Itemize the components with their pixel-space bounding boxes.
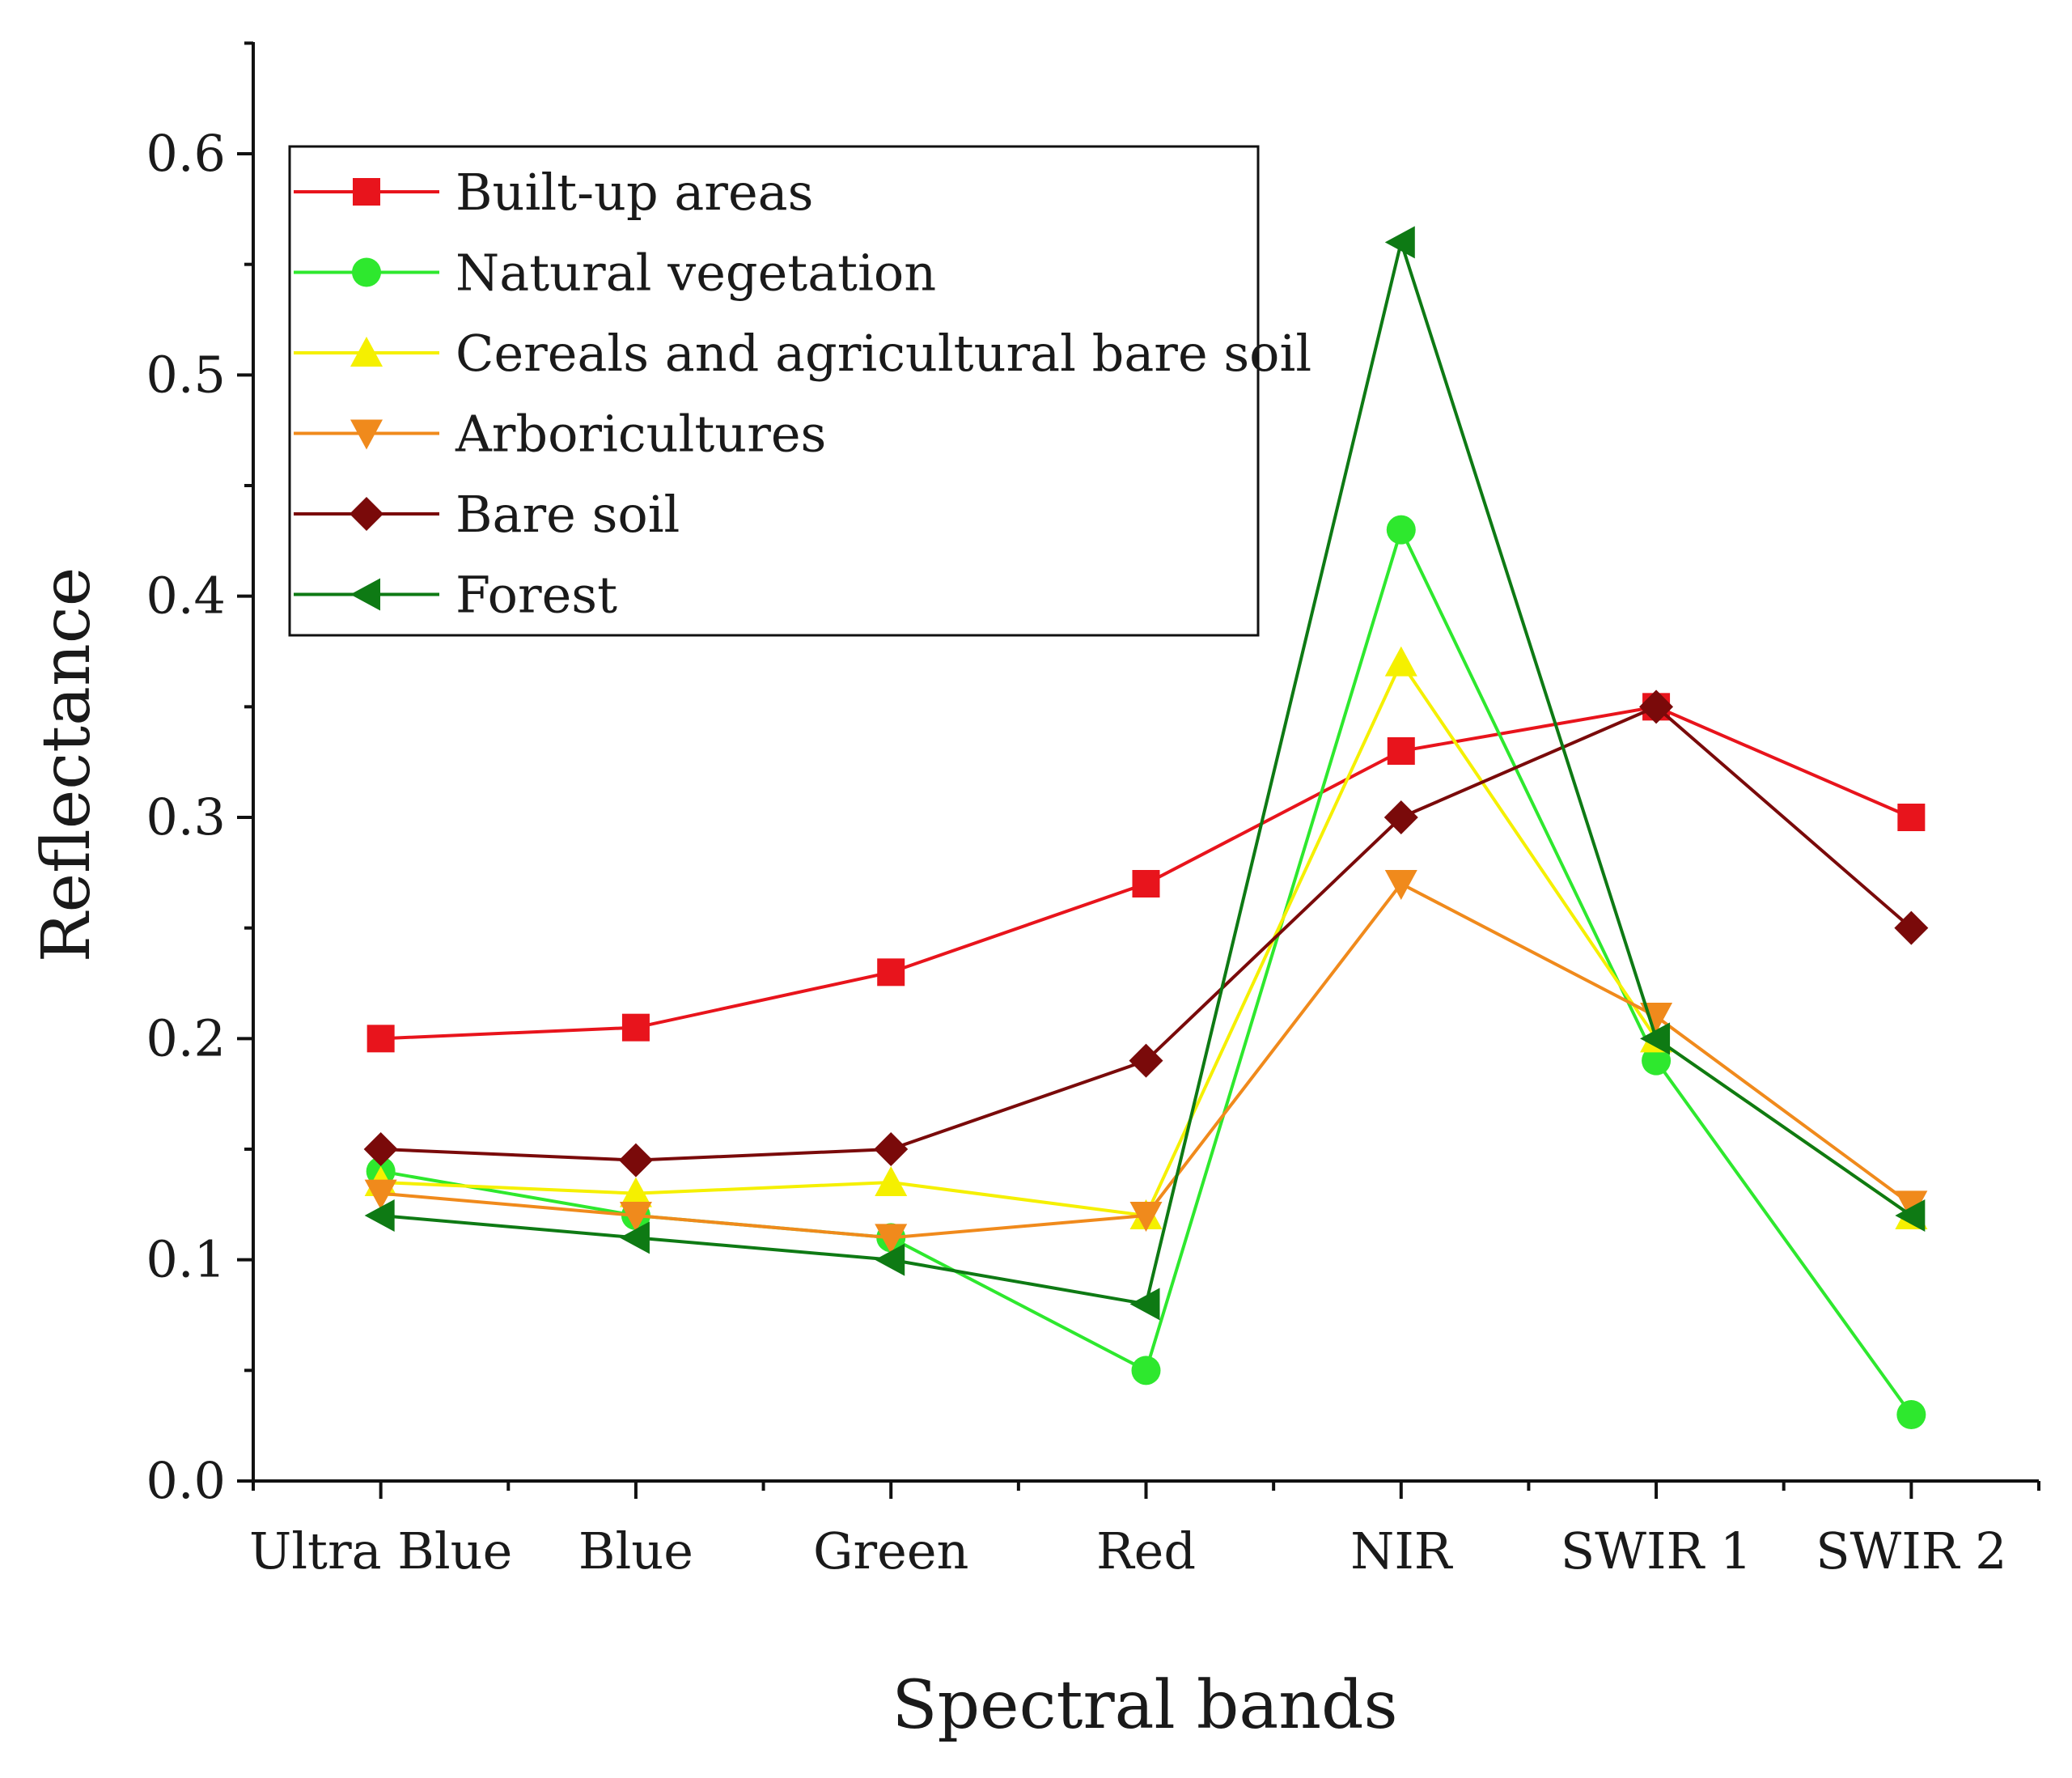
data-point [1129, 1043, 1163, 1078]
x-tick-label: Red [1096, 1521, 1196, 1581]
series-natural-vegetation [366, 515, 1926, 1429]
series-line [380, 659, 1913, 1218]
data-point [1897, 804, 1926, 831]
legend-entry: Arboricultures [294, 405, 826, 464]
data-point [618, 1143, 653, 1178]
data-point [877, 958, 905, 987]
data-point [1129, 1288, 1160, 1321]
data-point [619, 1177, 652, 1207]
x-tick-label: Blue [578, 1521, 693, 1581]
data-point [367, 1025, 395, 1053]
series-arboricultures [364, 870, 1928, 1254]
x-tick-label: Ultra Blue [249, 1521, 512, 1581]
series-line [380, 704, 1913, 1162]
data-point [1384, 646, 1417, 677]
series-built-up-areas [367, 693, 1926, 1053]
data-point [875, 1243, 905, 1276]
legend-label: Cereals and agricultural bare soil [456, 324, 1311, 383]
x-tick-label: Green [813, 1521, 968, 1581]
y-tick-label: 0.2 [146, 1008, 226, 1067]
axes: 0.0 0.1 0.2 0.3 0.4 0.5 0.6 Ultra Blue Blue Green… [146, 41, 2040, 1581]
y-axis-title: Reflectance [28, 567, 105, 963]
legend-marker [350, 419, 383, 450]
series-line [380, 525, 1913, 1416]
data-point [1384, 870, 1417, 900]
legend-entry: Natural vegetation [294, 244, 936, 303]
legend-entry: Forest [294, 566, 617, 625]
data-point [1129, 1202, 1163, 1232]
data-point [875, 1224, 908, 1254]
legend-label: Built-up areas [456, 163, 813, 222]
data-point [364, 1199, 395, 1232]
data-point [364, 1179, 397, 1210]
legend-entry: Cereals and agricultural bare soil [294, 324, 1311, 383]
legend-entry: Built-up areas [294, 163, 813, 222]
y-tick-label: 0.6 [146, 124, 226, 183]
series-cereals-and-agricultural-bare-soil [364, 646, 1928, 1229]
y-tick-label: 0.1 [146, 1230, 226, 1289]
x-tick-label: NIR [1350, 1521, 1454, 1581]
data-point [1131, 1356, 1161, 1385]
legend-marker [350, 337, 383, 367]
data-point [621, 1013, 650, 1042]
data-point [1642, 1046, 1672, 1076]
data-point [1895, 1190, 1928, 1221]
data-point [1386, 515, 1416, 545]
data-point [1383, 800, 1418, 834]
legend-entry: Bare soil [294, 485, 680, 544]
legend-box [288, 145, 1260, 637]
legend-label: Natural vegetation [456, 244, 936, 303]
series-forest [364, 226, 1926, 1321]
y-tick-label: 0.5 [146, 345, 226, 404]
data-point [1640, 1022, 1671, 1055]
legend-label: Arboricultures [455, 405, 826, 464]
series-bare-soil [363, 690, 1929, 1178]
x-axis-title: Spectral bands [892, 1667, 1397, 1744]
plot-area [363, 226, 1929, 1429]
legend-marker [353, 178, 380, 206]
data-point [1639, 690, 1674, 724]
data-point [874, 1132, 909, 1166]
data-point [875, 1166, 908, 1196]
data-point [1132, 870, 1160, 897]
data-point [1896, 1400, 1926, 1429]
data-point [1384, 226, 1415, 259]
legend-label: Forest [456, 566, 617, 625]
data-point [619, 1221, 650, 1254]
y-tick-label: 0.4 [146, 566, 226, 626]
y-tick-label: 0.3 [146, 787, 226, 847]
legend: Built-up areas Natural vegetation Cereals … [288, 145, 1311, 637]
data-point [1894, 910, 1929, 945]
legend-label: Bare soil [456, 485, 680, 544]
y-tick-label: 0.0 [146, 1451, 226, 1510]
x-tick-label: SWIR 2 [1816, 1521, 2007, 1581]
data-point [1387, 737, 1415, 765]
legend-marker [350, 497, 383, 531]
data-point [363, 1132, 398, 1166]
data-point [619, 1202, 652, 1232]
x-tick-label: SWIR 1 [1561, 1521, 1752, 1581]
legend-marker [350, 578, 380, 611]
legend-marker [352, 257, 381, 287]
data-point [1895, 1199, 1926, 1232]
